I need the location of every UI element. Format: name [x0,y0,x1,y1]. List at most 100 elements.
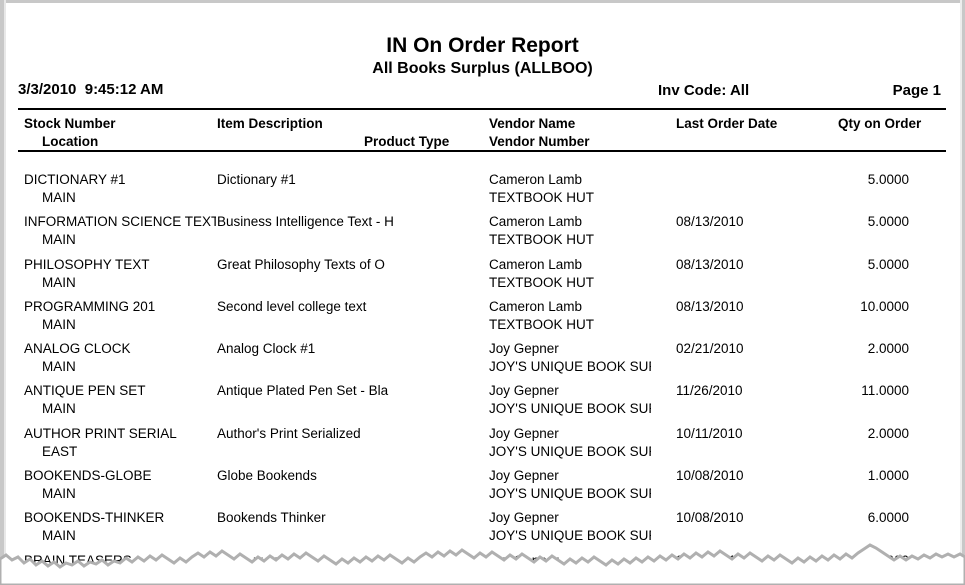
cell-vendor-number: JOY'S UNIQUE BOOK SUPPLIE [489,443,651,459]
header-rule-bottom [18,150,946,152]
cell-item-description: Author's Print Serialized [217,425,361,441]
cell-qty-on-order: 2.0000 [867,425,909,441]
cell-qty-on-order: 6.0000 [867,510,909,526]
column-header-stock-number: Stock Number [24,116,116,131]
page-edge-top [0,0,965,3]
cell-location: MAIN [42,316,76,332]
cell-location: EAST [42,443,78,459]
cell-vendor-name: Joy Gepner [489,552,559,568]
cell-vendor-name: Joy Gepner [489,510,559,526]
report-datetime: 3/3/2010 9:45:12 AM [18,81,164,98]
table-row: ANALOG CLOCK Analog Clock #1 Joy Gepner 02/… [6,341,959,383]
cell-item-description: Second level college text [217,298,367,314]
cell-vendor-number: TEXTBOOK HUT [489,316,595,332]
cell-vendor-number: JOY'S UNIQUE BOOK SUPPLIE [489,359,651,375]
table-row: INFORMATION SCIENCE TEXT Business Intelli… [6,214,959,256]
table-row: ANTIQUE PEN SET Antique Plated Pen Set - … [6,383,959,425]
column-header-qty-on-order: Qty on Order [838,116,922,131]
cell-location: MAIN [42,190,76,205]
cell-stock-number: ANTIQUE PEN SET [24,383,146,399]
page-edge-right [962,0,965,585]
cell-stock-number: BRAIN TEASERS [24,552,132,568]
report-content: IN On Order Report All Books Surplus (AL… [6,3,959,585]
column-header-vendor-name: Vendor Name [489,116,576,131]
cell-qty-on-order: 2.0000 [867,341,909,357]
cell-last-order-date: 10/08/2010 [676,468,744,484]
cell-qty-on-order: 10.0000 [860,298,909,314]
column-header-location: Location [42,134,99,149]
page-edge-left-inner [4,0,6,585]
cell-item-description: Business Intelligence Text - H [217,214,394,230]
cell-last-order-date: 08/13/2010 [676,256,744,272]
cell-stock-number: ANALOG CLOCK [24,341,131,357]
table-row: BOOKENDS-THINKER Bookends Thinker Joy Gepn… [6,510,959,552]
report-meta-row: 3/3/2010 9:45:12 AM Inv Code: All Page 1 [6,81,959,103]
cell-last-order-date: 08/13/2010 [676,214,744,230]
cell-location: MAIN [42,486,76,502]
table-row: PROGRAMMING 201 Second level college text… [6,299,959,341]
column-header-item-description: Item Description [217,116,323,131]
cell-qty-on-order: 11.0000 [861,383,909,399]
cell-item-description: Logic puzzles [217,552,299,568]
cell-item-description: Analog Clock #1 [217,341,316,357]
cell-stock-number: PHILOSOPHY TEXT [24,256,150,272]
cell-location: MAIN [42,401,76,417]
page-edge-left [0,0,4,585]
cell-stock-number: DICTIONARY #1 [24,172,126,187]
cell-vendor-name: Joy Gepner [489,425,559,441]
cell-stock-number: PROGRAMMING 201 [24,298,156,314]
column-header-last-order-date: Last Order Date [676,116,778,131]
cell-item-description: Bookends Thinker [217,510,326,526]
cell-qty-on-order: 80.0000 [860,552,909,568]
cell-vendor-number: JOY'S UNIQUE BOOK SUPPLIE [489,486,651,502]
cell-item-description: Antique Plated Pen Set - Bla [217,383,389,399]
cell-qty-on-order: 5.0000 [867,172,909,187]
cell-stock-number: BOOKENDS-THINKER [24,510,165,526]
table-row: BRAIN TEASERS Logic puzzles Joy Gepner 08/1… [6,553,959,585]
table-row: AUTHOR PRINT SERIAL Author's Print Serial… [6,426,959,468]
cell-vendor-name: Joy Gepner [489,468,559,484]
cell-stock-number: AUTHOR PRINT SERIAL [24,425,177,441]
column-header-product-type: Product Type [364,134,450,149]
cell-vendor-number: TEXTBOOK HUT [489,232,595,248]
cell-qty-on-order: 5.0000 [867,256,909,272]
cell-vendor-number: JOY'S UNIQUE BOOK SUPPLIE [489,401,651,417]
cell-qty-on-order: 1.0000 [867,468,909,484]
cell-last-order-date: 02/21/2010 [676,341,744,357]
cell-item-description: Globe Bookends [217,468,317,484]
header-rule-top [18,108,946,110]
column-header-row: Stock Number Location Item Description P… [6,110,959,150]
cell-last-order-date: 10/11/2010 [676,425,743,441]
cell-vendor-name: Cameron Lamb [489,214,583,230]
cell-vendor-name: Cameron Lamb [489,172,583,187]
cell-vendor-number: TEXTBOOK HUT [489,274,595,290]
table-row: BOOKENDS-GLOBE Globe Bookends Joy Gepner 10… [6,468,959,510]
cell-stock-number: BOOKENDS-GLOBE [24,468,152,484]
page-edge-right-inner [960,0,962,585]
inv-code-label: Inv Code: All [658,82,750,99]
cell-location: MAIN [42,359,76,375]
column-header-vendor-number: Vendor Number [489,134,590,149]
table-row: PHILOSOPHY TEXT Great Philosophy Texts of… [6,257,959,299]
page-number-label: Page 1 [892,82,941,99]
cell-last-order-date: 11/26/2010 [676,383,743,399]
cell-location: MAIN [42,528,76,544]
cell-qty-on-order: 5.0000 [867,214,909,230]
report-title: IN On Order Report [386,34,579,57]
cell-stock-number: INFORMATION SCIENCE TEXT [24,214,216,230]
report-rows: DICTIONARY #1 Dictionary #1 Cameron Lamb 5.… [6,172,959,585]
cell-vendor-name: Cameron Lamb [489,256,583,272]
report-header: IN On Order Report All Books Surplus (AL… [6,3,959,78]
cell-last-order-date: 10/08/2010 [676,510,744,526]
cell-location: MAIN [42,232,76,248]
table-row: DICTIONARY #1 Dictionary #1 Cameron Lamb 5.… [6,172,959,214]
cell-vendor-name: Joy Gepner [489,341,559,357]
cell-vendor-number: TEXTBOOK HUT [489,190,595,205]
cell-item-description: Dictionary #1 [217,172,296,187]
cell-vendor-number: JOY'S UNIQUE BOOK SUPPLIE [489,528,651,544]
cell-vendor-name: Cameron Lamb [489,298,583,314]
cell-location: MAIN [42,274,76,290]
cell-last-order-date: 08/13/2010 [676,298,744,314]
cell-vendor-name: Joy Gepner [489,383,559,399]
